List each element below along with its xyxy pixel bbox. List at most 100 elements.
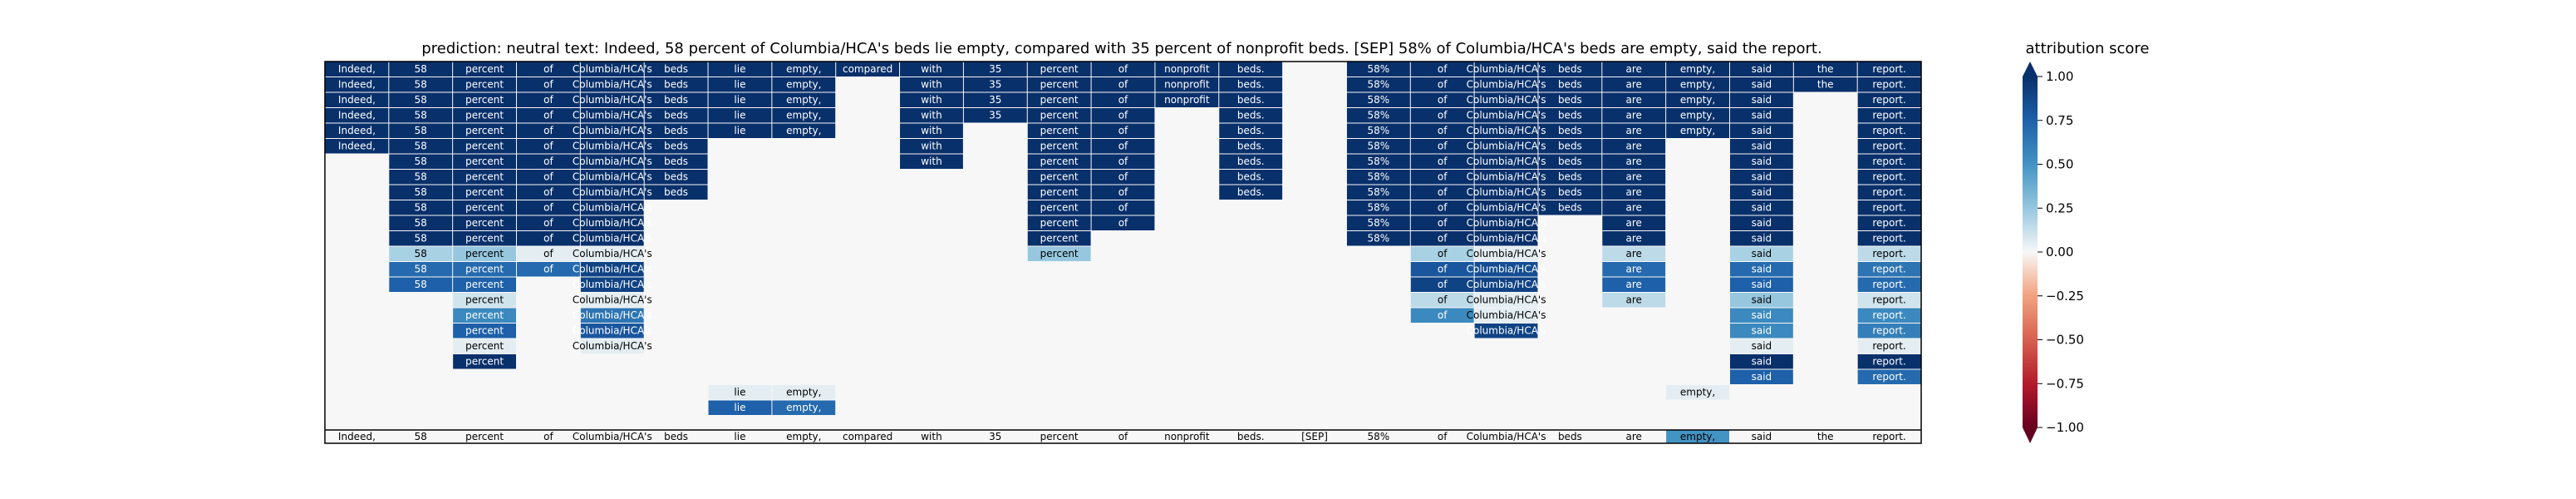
heatmap-cell-label: said	[1752, 156, 1772, 167]
heatmap-cell	[517, 154, 580, 169]
heatmap-cell	[1474, 92, 1538, 107]
heatmap-cell-label: empty,	[1680, 387, 1715, 398]
heatmap-cell-label: Columbia/HCA's	[1467, 294, 1546, 306]
heatmap-cell-label: 58	[415, 94, 427, 106]
heatmap-cell	[1602, 200, 1666, 215]
heatmap-cell	[1729, 139, 1793, 154]
heatmap-cell	[1538, 123, 1602, 138]
heatmap-cell-label: 58	[415, 63, 427, 75]
colorbar-tick-label: −0.50	[2046, 333, 2084, 348]
heatmap-cell	[900, 77, 963, 92]
heatmap-cell	[1538, 154, 1602, 169]
heatmap-cell-label: beds	[1558, 202, 1582, 214]
heatmap-cell	[1410, 185, 1474, 200]
heatmap-cell	[708, 123, 772, 138]
heatmap-cell-label: of	[1438, 294, 1448, 306]
heatmap-cell	[1857, 200, 1921, 215]
heatmap-cell	[1346, 154, 1410, 169]
heatmap-cell	[1857, 139, 1921, 154]
heatmap-cell	[453, 354, 517, 369]
heatmap-cell	[1729, 108, 1793, 123]
heatmap-cell	[1410, 123, 1474, 138]
heatmap-cell	[1602, 231, 1666, 246]
heatmap-cell	[1857, 92, 1921, 107]
heatmap-cell	[517, 108, 580, 123]
heatmap-cell-label: percent	[465, 79, 504, 91]
heatmap-cell	[644, 139, 708, 154]
heatmap-cell	[1027, 215, 1091, 230]
heatmap-cell-label: Columbia/HCA's	[1467, 79, 1546, 91]
heatmap-cell	[1219, 108, 1283, 123]
heatmap-cell	[1027, 170, 1091, 185]
heatmap-cell	[580, 338, 644, 353]
heatmap-cell-label: said	[1752, 264, 1772, 275]
heatmap-cell	[644, 185, 708, 200]
heatmap-cell-label: percent	[465, 248, 504, 259]
heatmap-cell	[1729, 293, 1793, 308]
heatmap-cell	[1410, 277, 1474, 292]
heatmap-cell-label: of	[1438, 186, 1448, 198]
heatmap-cell	[1474, 77, 1538, 92]
bottom-row-token: said	[1752, 431, 1772, 442]
heatmap-cell-label: report.	[1872, 248, 1905, 259]
bottom-row-token: percent	[1040, 431, 1079, 442]
heatmap-cell	[1027, 154, 1091, 169]
heatmap-cell-label: percent	[1040, 110, 1079, 121]
heatmap-cell-label: Indeed,	[338, 110, 376, 121]
heatmap-cell-label: 58	[415, 79, 427, 91]
heatmap-cell	[580, 92, 644, 107]
heatmap-cell-label: of	[1118, 141, 1128, 152]
heatmap-cell	[1857, 354, 1921, 369]
heatmap-cell	[900, 62, 963, 77]
heatmap-cell-label: of	[1438, 79, 1448, 91]
heatmap-cell-label: nonprofit	[1164, 63, 1210, 75]
heatmap-cell-label: of	[543, 79, 553, 91]
heatmap-cell-label: percent	[1040, 233, 1079, 245]
heatmap-cell	[1027, 92, 1091, 107]
heatmap-cell-label: Indeed,	[338, 63, 376, 75]
heatmap-cell-label: of	[543, 156, 553, 167]
heatmap-cell-label: of	[1118, 171, 1128, 183]
colorbar-tick-label: −1.00	[2046, 420, 2084, 435]
heatmap-cell-label: beds.	[1237, 171, 1265, 183]
heatmap-cell	[772, 108, 836, 123]
heatmap-cell	[325, 139, 389, 154]
heatmap-cell	[1091, 92, 1155, 107]
heatmap-cell	[1346, 170, 1410, 185]
heatmap-cell	[1091, 170, 1155, 185]
heatmap-cell	[1729, 154, 1793, 169]
bottom-row-cell	[1666, 430, 1729, 443]
heatmap-cell-label: beds	[1558, 110, 1582, 121]
bottom-row-token: report.	[1872, 431, 1905, 442]
heatmap-cell-label: said	[1752, 325, 1772, 337]
heatmap-cell-label: empty,	[786, 63, 821, 75]
bottom-row-token: empty,	[786, 431, 821, 442]
heatmap-cell-label: 58	[415, 279, 427, 290]
heatmap-cell-label: Columbia/HCA's	[573, 63, 652, 75]
heatmap-cell	[1346, 185, 1410, 200]
heatmap-cell-label: Columbia/HCA's	[573, 340, 652, 352]
heatmap-cell	[453, 185, 517, 200]
heatmap-cell-label: lie	[734, 387, 745, 398]
heatmap-cell	[1857, 277, 1921, 292]
heatmap-cell	[580, 215, 644, 230]
heatmap-cell	[1346, 139, 1410, 154]
heatmap-cell-label: with	[921, 63, 941, 75]
heatmap-cell-label: 35	[989, 63, 1001, 75]
heatmap-cell-label: report.	[1872, 141, 1905, 152]
heatmap-cell	[1027, 77, 1091, 92]
heatmap-cell	[1857, 215, 1921, 230]
heatmap-cell	[1857, 123, 1921, 138]
heatmap-cell	[900, 139, 963, 154]
heatmap-cell	[1091, 185, 1155, 200]
heatmap-cell	[453, 77, 517, 92]
heatmap-cell	[1091, 108, 1155, 123]
heatmap-cell-label: 58%	[1368, 125, 1390, 136]
heatmap-cell-label: are	[1626, 279, 1642, 290]
heatmap-cell-label: said	[1752, 171, 1772, 183]
heatmap-cell	[1410, 139, 1474, 154]
heatmap-cell-label: are	[1626, 94, 1642, 106]
heatmap-cell-label: Columbia/HCA's	[573, 294, 652, 306]
heatmap-cell	[1538, 170, 1602, 185]
heatmap-cell-label: said	[1752, 294, 1772, 306]
